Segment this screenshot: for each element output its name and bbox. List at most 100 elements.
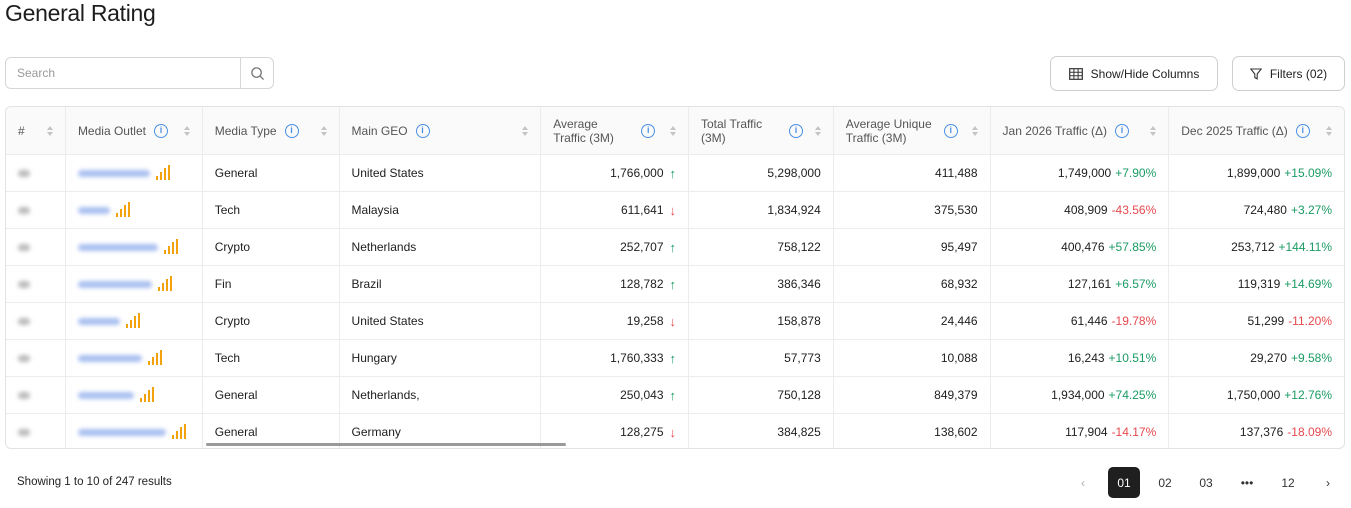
table-row[interactable]: General United States 1,766,000 ↑ 5,298,000 4…: [6, 155, 1344, 192]
sort-icon[interactable]: [320, 125, 327, 136]
cell-dec: 724,480 +3.27%: [1169, 192, 1344, 228]
cell-outlet[interactable]: [66, 266, 203, 302]
media-outlet-link-blurred[interactable]: [77, 169, 150, 177]
next-page-button[interactable]: ›: [1312, 467, 1344, 498]
info-icon[interactable]: i: [1295, 123, 1310, 138]
sort-icon[interactable]: [46, 125, 53, 136]
cell-outlet[interactable]: [66, 155, 203, 191]
media-outlet-link-blurred[interactable]: [77, 280, 152, 288]
arrow-up-icon: ↑: [669, 387, 677, 403]
table-row[interactable]: General Germany 128,275 ↓ 384,825 138,602 117,…: [6, 414, 1344, 448]
header-label-group: #: [18, 124, 25, 138]
table-row[interactable]: General Netherlands, 250,043 ↑ 750,128 849,37…: [6, 377, 1344, 414]
sort-icon[interactable]: [522, 125, 529, 136]
signal-strength-icon: [125, 312, 141, 328]
cell-jan: 16,243 +10.51%: [991, 340, 1170, 376]
page-01[interactable]: 01: [1108, 467, 1140, 498]
cell-total: 158,878: [689, 303, 834, 339]
sort-icon[interactable]: [670, 125, 676, 136]
show-hide-columns-button[interactable]: Show/Hide Columns: [1050, 56, 1218, 91]
cell-dec: 137,376 -18.09%: [1169, 414, 1344, 448]
cell-geo: Hungary: [340, 340, 542, 376]
prev-page-button[interactable]: ‹: [1067, 467, 1099, 498]
info-icon[interactable]: i: [415, 123, 430, 138]
cell-uniq: 68,932: [834, 266, 991, 302]
sort-icon[interactable]: [971, 125, 978, 136]
header-num[interactable]: #: [6, 107, 66, 154]
page-03[interactable]: 03: [1199, 475, 1213, 490]
table-row[interactable]: Crypto United States 19,258 ↓ 158,878 24,446 6…: [6, 303, 1344, 340]
media-outlet-link-blurred[interactable]: [77, 317, 120, 325]
page-12[interactable]: 12: [1281, 475, 1295, 490]
header-label: #: [18, 123, 25, 138]
header-label-group: Dec 2025 Traffic (Δ) i: [1181, 123, 1310, 138]
info-icon[interactable]: i: [789, 123, 803, 138]
header-type[interactable]: Media Type i: [203, 107, 340, 154]
sort-icon[interactable]: [814, 125, 821, 136]
cell-jan: 127,161 +6.57%: [991, 266, 1170, 302]
cell-num: [6, 340, 66, 376]
header-label-group: Main GEO i: [352, 123, 430, 138]
header-jan[interactable]: Jan 2026 Traffic (Δ) i: [991, 107, 1170, 154]
media-outlet-link-blurred[interactable]: [77, 354, 142, 362]
cell-outlet[interactable]: [66, 192, 203, 228]
info-icon[interactable]: i: [1115, 123, 1130, 138]
filters-button[interactable]: Filters (02): [1232, 56, 1345, 91]
sort-icon[interactable]: [1150, 125, 1157, 136]
unique-traffic: 411,488: [935, 166, 978, 180]
cell-outlet[interactable]: [66, 340, 203, 376]
info-icon[interactable]: i: [943, 123, 958, 138]
header-outlet[interactable]: Media Outlet i: [66, 107, 203, 154]
table-row[interactable]: Crypto Netherlands 252,707 ↑ 758,122 95,497 40…: [6, 229, 1344, 266]
media-type: Tech: [214, 351, 241, 365]
media-outlet-link-blurred[interactable]: [77, 243, 158, 251]
header-geo[interactable]: Main GEO i: [340, 107, 542, 154]
header-label: Media Outlet: [77, 123, 146, 138]
cell-outlet[interactable]: [66, 229, 203, 265]
main-geo: Brazil: [351, 277, 382, 291]
media-outlet-link-blurred[interactable]: [77, 206, 110, 214]
total-traffic: 384,825: [777, 425, 821, 439]
cell-outlet[interactable]: [66, 303, 203, 339]
cell-outlet[interactable]: [66, 414, 203, 448]
cell-type: Tech: [203, 340, 340, 376]
media-outlet-link-blurred[interactable]: [77, 428, 166, 436]
unique-traffic: 138,602: [934, 425, 978, 439]
info-icon[interactable]: i: [641, 123, 656, 138]
cell-avg: 128,782 ↑: [541, 266, 689, 302]
unique-traffic: 95,497: [940, 240, 978, 254]
table-row[interactable]: Tech Hungary 1,760,333 ↑ 57,773 10,088 16,243 +…: [6, 340, 1344, 377]
unique-traffic: 24,446: [940, 314, 978, 328]
media-outlet-link-blurred[interactable]: [77, 391, 134, 399]
unique-traffic: 10,088: [940, 351, 978, 365]
cell-outlet[interactable]: [66, 377, 203, 413]
average-traffic: 250,043: [620, 388, 664, 402]
cell-total: 5,298,000: [689, 155, 834, 191]
header-total[interactable]: Total Traffic (3M) i: [689, 107, 834, 154]
total-traffic: 750,128: [777, 388, 821, 402]
table-row[interactable]: Tech Malaysia 611,641 ↓ 1,834,924 375,530 408,…: [6, 192, 1344, 229]
page-02[interactable]: 02: [1158, 475, 1172, 490]
cell-uniq: 411,488: [834, 155, 991, 191]
media-type: General: [214, 425, 258, 439]
cell-num: [6, 155, 66, 191]
search-input[interactable]: [6, 58, 240, 88]
total-traffic: 57,773: [784, 351, 821, 365]
sort-icon[interactable]: [183, 125, 190, 136]
cell-num: [6, 377, 66, 413]
horizontal-scrollbar[interactable]: [206, 443, 566, 446]
header-avg[interactable]: Average Traffic (3M) i: [541, 107, 689, 154]
sort-icon[interactable]: [1326, 125, 1332, 136]
cell-uniq: 138,602: [834, 414, 991, 448]
header-dec[interactable]: Dec 2025 Traffic (Δ) i: [1169, 107, 1344, 154]
cell-type: Crypto: [203, 303, 340, 339]
jan-traffic: 61,446: [1070, 314, 1108, 328]
table-row[interactable]: Fin Brazil 128,782 ↑ 386,346 68,932 127,161 +6.…: [6, 266, 1344, 303]
info-icon[interactable]: i: [153, 123, 168, 138]
search-button[interactable]: [240, 58, 273, 88]
dec-delta: +3.27%: [1290, 203, 1332, 217]
main-geo: United States: [351, 166, 424, 180]
info-icon[interactable]: i: [284, 123, 299, 138]
header-uniq[interactable]: Average Unique Traffic (3M) i: [834, 107, 991, 154]
jan-delta: +7.90%: [1115, 166, 1157, 180]
